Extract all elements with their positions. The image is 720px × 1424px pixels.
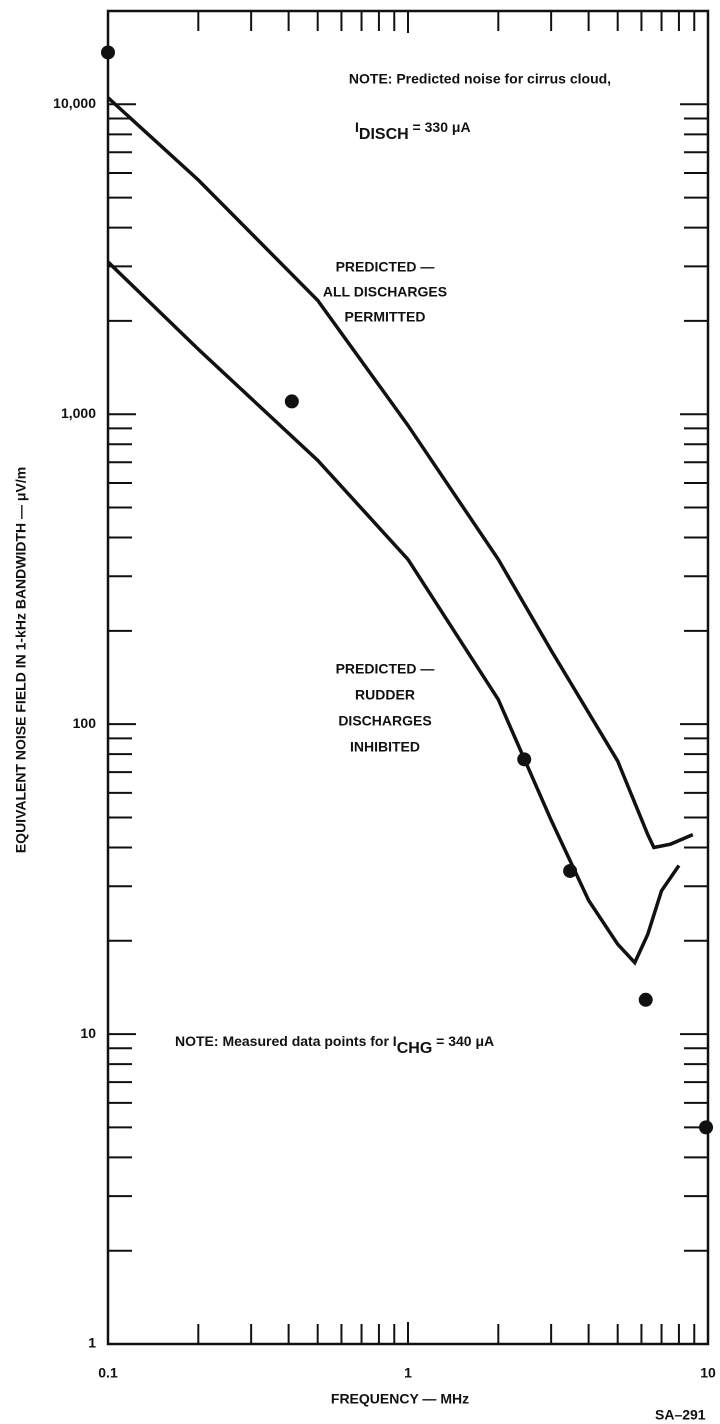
y-axis-label: EQUIVALENT NOISE FIELD IN 1-kHz BANDWIDT… — [13, 467, 29, 853]
curve-label: ALL DISCHARGES — [323, 284, 447, 300]
data-point — [699, 1120, 714, 1135]
annotation: NOTE: Predicted noise for cirrus cloud, — [349, 71, 611, 87]
y-tick-label: 100 — [73, 715, 97, 731]
plot-frame — [106, 9, 710, 1346]
y-tick-label: 10 — [80, 1025, 96, 1041]
x-tick-label: 10 — [700, 1365, 716, 1381]
curve-label: PREDICTED — — [336, 259, 435, 275]
y-tick-label: 1,000 — [61, 405, 96, 421]
annotation-text: NOTE: Measured data points for I — [175, 1033, 397, 1049]
data-point — [101, 45, 115, 60]
annotation-sub: CHG — [397, 1040, 433, 1057]
annotation-text: I — [355, 119, 359, 135]
annotation: NOTE: Measured data points for ICHG = 34… — [175, 1033, 494, 1058]
y-tick-label: 10,000 — [53, 95, 96, 111]
annotation-text: = 340 μA — [432, 1033, 494, 1049]
figure-id: SA–291 — [655, 1407, 706, 1423]
data-point — [517, 752, 532, 767]
data-point — [563, 863, 578, 878]
curve-label: PREDICTED — — [336, 661, 435, 677]
data-point — [284, 394, 299, 409]
curve-label: RUDDER — [355, 687, 415, 703]
annotation-text: = 330 μA — [409, 119, 471, 135]
curve — [106, 260, 681, 966]
x-axis-label: FREQUENCY — MHz — [331, 1391, 469, 1407]
curve-label: PERMITTED — [345, 309, 426, 325]
curve-label: DISCHARGES — [338, 713, 431, 729]
x-tick-label: 0.1 — [98, 1365, 118, 1381]
curve — [106, 96, 694, 850]
curve-label: INHIBITED — [350, 739, 420, 755]
annotation: IDISCH = 330 μA — [355, 119, 471, 144]
annotation-sub: DISCH — [359, 126, 409, 143]
x-tick-label: 1 — [404, 1365, 412, 1381]
data-point — [638, 992, 653, 1007]
y-tick-label: 1 — [88, 1335, 96, 1351]
